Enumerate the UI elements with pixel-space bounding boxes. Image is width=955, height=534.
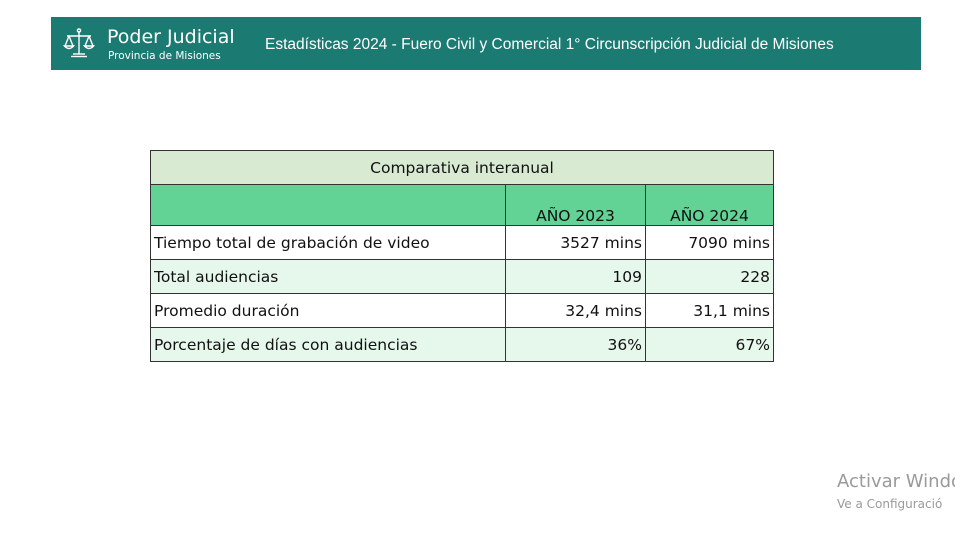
page-header: Poder Judicial Provincia de Misiones Est… xyxy=(51,17,921,70)
value-2023: 109 xyxy=(505,259,646,294)
brand-subtitle: Provincia de Misiones xyxy=(108,50,221,62)
row-label: Tiempo total de grabación de video xyxy=(150,225,506,260)
value-2024: 67% xyxy=(645,327,774,362)
value-2023: 32,4 mins xyxy=(505,293,646,328)
row-label: Promedio duración xyxy=(150,293,506,328)
table-row: Total audiencias 109 228 xyxy=(150,259,774,294)
activation-watermark-subtitle: Ve a Configuració xyxy=(837,497,943,511)
scales-of-justice-icon xyxy=(63,28,95,58)
table-caption: Comparativa interanual xyxy=(150,150,774,185)
value-2024: 228 xyxy=(645,259,774,294)
row-label: Porcentaje de días con audiencias xyxy=(150,327,506,362)
activation-watermark-title: Activar Windo xyxy=(837,471,955,492)
page-title: Estadísticas 2024 - Fuero Civil y Comerc… xyxy=(265,36,834,53)
table-row: Porcentaje de días con audiencias 36% 67… xyxy=(150,327,774,362)
column-header-2023: AÑO 2023 xyxy=(505,184,646,226)
table-row: Tiempo total de grabación de video 3527 … xyxy=(150,225,774,260)
column-header-2024: AÑO 2024 xyxy=(645,184,774,226)
comparison-table: Comparativa interanual AÑO 2023 AÑO 2024… xyxy=(150,150,774,362)
value-2024: 31,1 mins xyxy=(645,293,774,328)
column-header-empty xyxy=(150,184,506,226)
value-2023: 3527 mins xyxy=(505,225,646,260)
value-2023: 36% xyxy=(505,327,646,362)
value-2024: 7090 mins xyxy=(645,225,774,260)
table-row: Promedio duración 32,4 mins 31,1 mins xyxy=(150,293,774,328)
brand-name: Poder Judicial xyxy=(107,26,235,48)
row-label: Total audiencias xyxy=(150,259,506,294)
table-header-row: AÑO 2023 AÑO 2024 xyxy=(150,184,774,226)
